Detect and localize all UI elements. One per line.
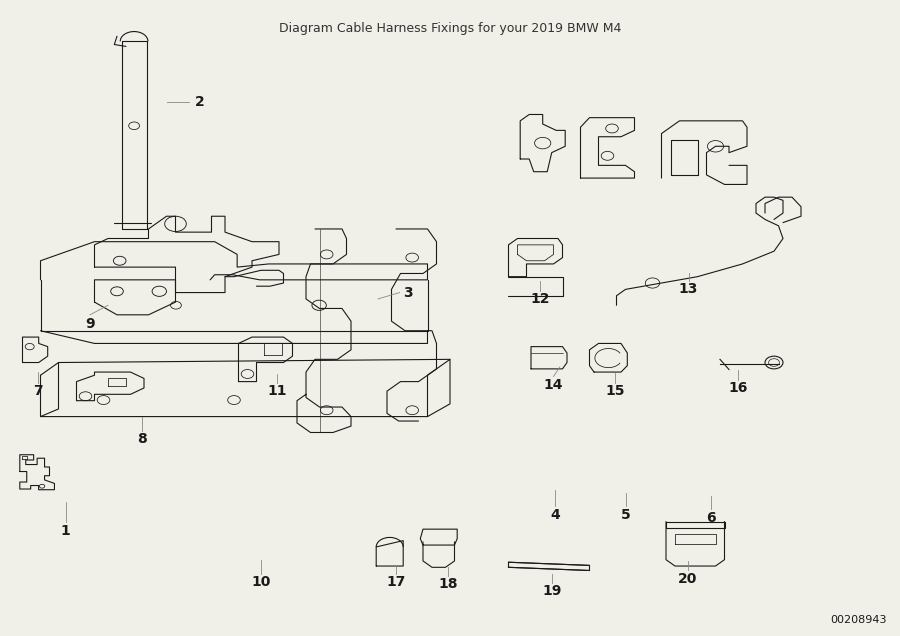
- Text: 3: 3: [403, 286, 412, 300]
- Text: 1: 1: [61, 524, 70, 538]
- Text: 6: 6: [706, 511, 716, 525]
- Text: 15: 15: [605, 384, 625, 398]
- Text: 20: 20: [678, 572, 698, 586]
- Text: 10: 10: [251, 575, 271, 589]
- Text: 17: 17: [386, 575, 406, 589]
- Text: 12: 12: [530, 292, 550, 306]
- Text: 13: 13: [679, 282, 698, 296]
- Text: 2: 2: [195, 95, 204, 109]
- Text: 14: 14: [544, 378, 563, 392]
- Text: 19: 19: [542, 584, 562, 598]
- Text: 7: 7: [33, 384, 42, 398]
- Text: Diagram Cable Harness Fixings for your 2019 BMW M4: Diagram Cable Harness Fixings for your 2…: [279, 22, 621, 35]
- Text: 11: 11: [267, 384, 287, 398]
- Text: 4: 4: [551, 508, 560, 522]
- Text: 18: 18: [438, 577, 458, 591]
- Text: 8: 8: [138, 432, 147, 446]
- Text: 5: 5: [621, 508, 630, 522]
- Text: 9: 9: [86, 317, 94, 331]
- Text: 16: 16: [728, 381, 748, 395]
- Text: 00208943: 00208943: [830, 614, 886, 625]
